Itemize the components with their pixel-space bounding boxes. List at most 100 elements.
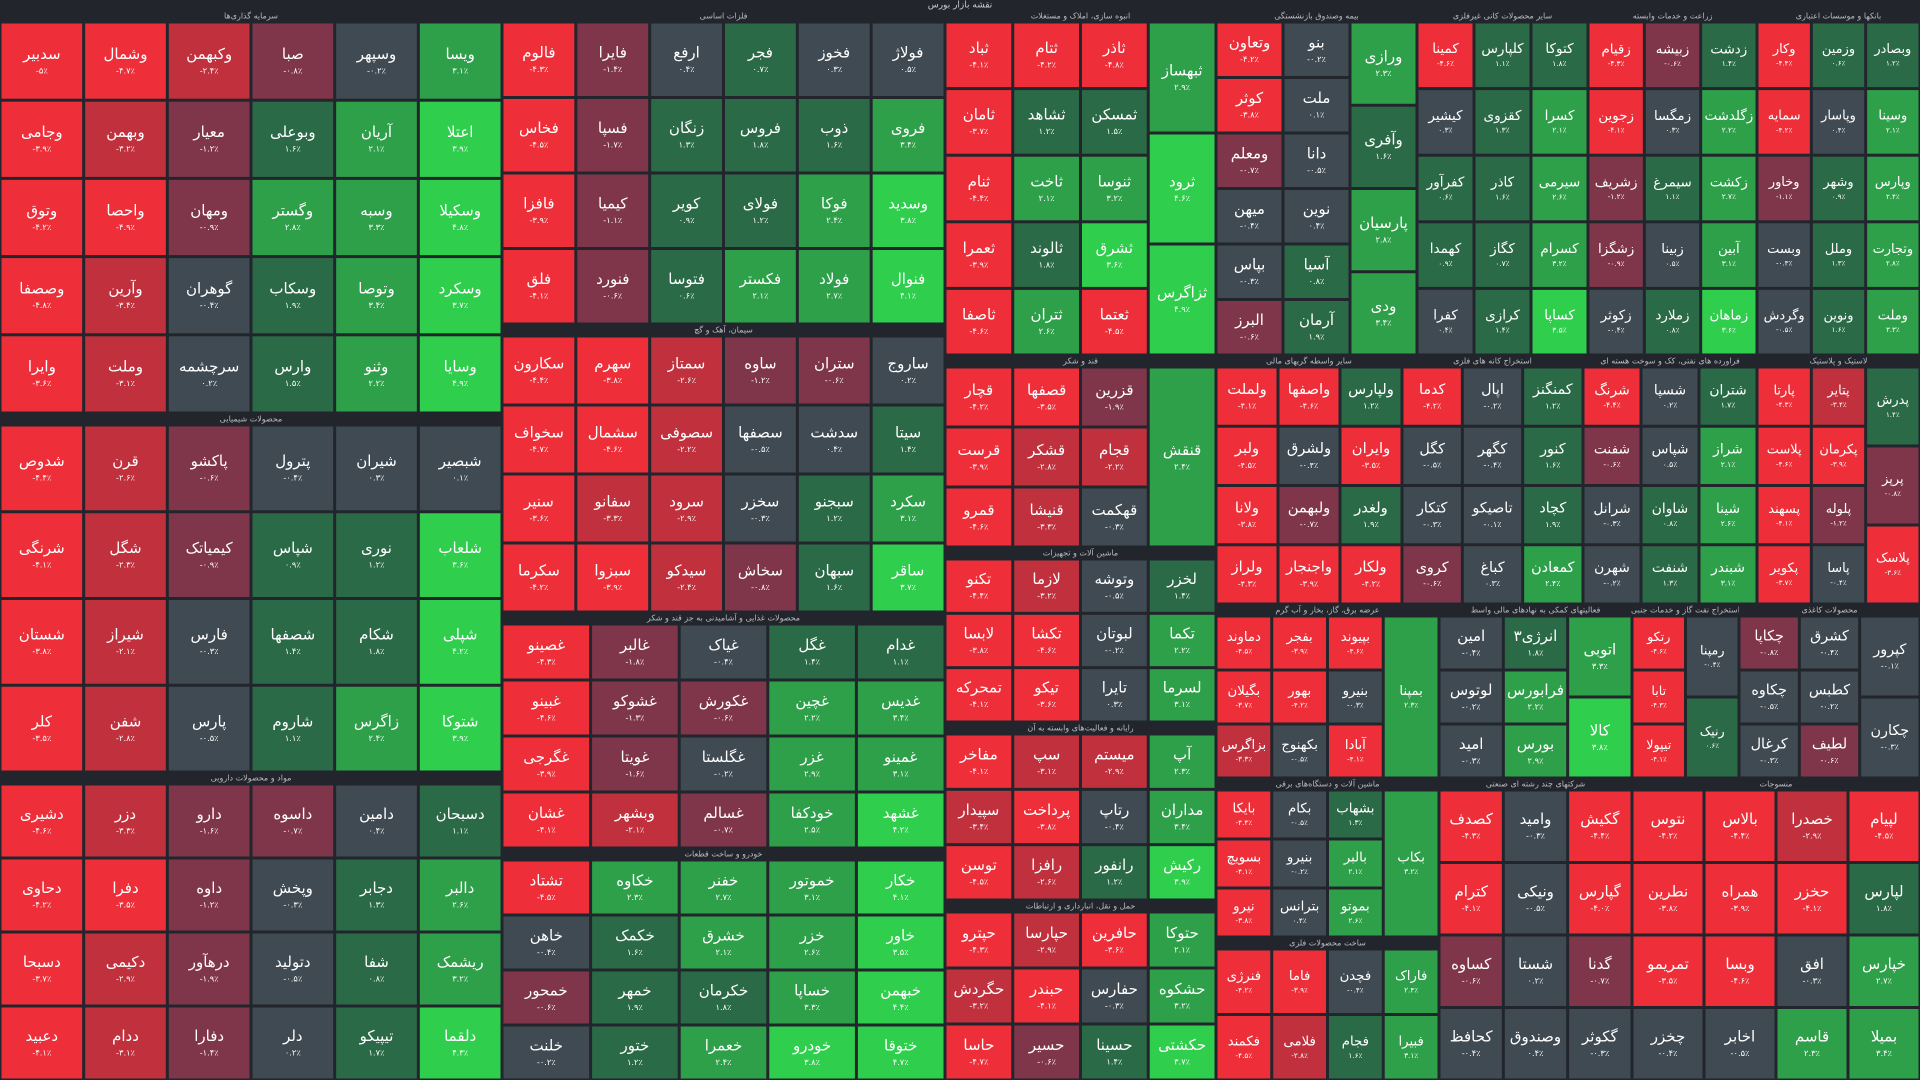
stock-symbol: بترانس [1280, 900, 1319, 915]
stock-symbol: بنیرو [1342, 684, 1368, 699]
stock-symbol: بکهنوج [1281, 738, 1318, 753]
stock-symbol: ثتران [1031, 305, 1063, 323]
stock-change: ۲.۶٪ [1039, 326, 1055, 336]
stock-symbol: وصندوق [1510, 1028, 1561, 1046]
stock-change: ۱.۶٪ [1376, 151, 1392, 161]
stock-change: -۰.۳٪ [1760, 756, 1778, 765]
stock-tile [856, 736, 946, 792]
stock-tile [767, 1025, 857, 1080]
stock-symbol: وایرا [28, 358, 56, 376]
group-name: محصولات غذایی و آشامیدنی به جز قند و شکر [646, 613, 800, 623]
stock-change: -۰.۴٪ [1483, 461, 1501, 470]
stock-tile [1271, 888, 1328, 937]
stock-tile [1739, 670, 1800, 724]
stock-change: -۰.۴٪ [1659, 1048, 1678, 1058]
stock-symbol: سبجنو [814, 492, 854, 510]
stock-symbol: ثزاگرس [1157, 283, 1207, 301]
stock-tile [334, 932, 419, 1006]
stock-change: -۴.۷٪ [969, 1056, 988, 1066]
stock-change: -۱.۴٪ [603, 64, 622, 74]
stock-symbol: شتران [1709, 382, 1746, 398]
stock-symbol: دارو [195, 805, 221, 823]
stock-change: -۰.۷٪ [283, 825, 302, 835]
stock-tile [1417, 88, 1474, 156]
stock-symbol: وبصادر [1873, 42, 1911, 57]
stock-tile [1216, 22, 1283, 78]
stock-change: -۳.۲٪ [1037, 590, 1056, 600]
stock-change: -۳.۸٪ [969, 645, 988, 655]
stock-tile [945, 22, 1013, 89]
stock-tile [1474, 288, 1531, 355]
stock-symbol: شپاس [1652, 442, 1689, 458]
stock-symbol: آسیا [1304, 256, 1331, 274]
stock-tile [590, 792, 680, 848]
stock-tile [1278, 367, 1340, 427]
stock-change: ۱.۶٪ [1545, 461, 1560, 470]
stock-symbol: زمگسا [1654, 107, 1691, 124]
stock-tile [1531, 221, 1588, 289]
stock-symbol: خودکفا [791, 804, 834, 822]
stock-change: -۴.۳٪ [969, 944, 988, 954]
stock-change: -۰.۵٪ [1105, 590, 1124, 600]
stock-change: ۰.۶٪ [1832, 59, 1846, 68]
stock-symbol: سیرمی [1539, 174, 1581, 190]
stock-symbol: پلاست [1767, 443, 1802, 458]
stock-change: ۱.۲٪ [1545, 401, 1560, 410]
stock-symbol: انرژی۳ [1514, 627, 1558, 645]
stock-symbol: وتعاون [1229, 34, 1270, 52]
group-name: محصولات شیمیایی [220, 415, 283, 424]
stock-change: -۴.۲٪ [1236, 985, 1253, 994]
stock-change: -۰.۶٪ [1462, 976, 1481, 986]
stock-symbol: کگاز [1489, 240, 1515, 257]
stock-change: -۴.۲٪ [969, 401, 988, 411]
stock-symbol: وسپهر [356, 45, 397, 64]
stock-change: -۲.۹٪ [677, 513, 696, 523]
stock-tile [1588, 288, 1645, 355]
stock-symbol: ثشرق [1096, 239, 1133, 257]
stock-change: -۳.۵٪ [116, 899, 135, 909]
stock-change: ۲.۲٪ [1722, 126, 1736, 135]
stock-change: -۳.۹٪ [1731, 903, 1750, 913]
stock-change: ۱.۳٪ [1663, 578, 1678, 587]
stock-tile [1632, 790, 1704, 863]
group-name: استخراج کانه های فلزی [1453, 357, 1532, 366]
stock-tile [167, 22, 251, 101]
stock-change: ۳.۴٪ [369, 300, 385, 310]
stock-tile [945, 487, 1013, 547]
stock-change: ۰.۴٪ [1832, 125, 1846, 134]
stock-tile [1012, 968, 1081, 1024]
stock-tile [871, 336, 946, 405]
stock-symbol: سدبیر [22, 45, 60, 63]
stock-symbol: شبندر [1710, 560, 1745, 576]
stock-change: -۰.۷٪ [1300, 519, 1319, 529]
stock-tile [797, 543, 872, 612]
stock-symbol: لخزر [1166, 570, 1197, 588]
stock-tile [1739, 724, 1800, 778]
stock-change: -۳.۴٪ [116, 300, 135, 310]
stock-symbol: آبادا [1345, 736, 1367, 753]
stock-change: -۴.۱٪ [32, 1047, 51, 1057]
stock-change: -۵٪ [36, 65, 48, 75]
stock-tile [1439, 790, 1504, 863]
stock-symbol: کطبس [1809, 683, 1850, 699]
stock-tile [251, 425, 335, 512]
stock-change: -۴.۴٪ [1236, 818, 1253, 827]
stock-tile [1278, 426, 1340, 486]
stock-symbol: فافزا [523, 195, 554, 213]
stock-symbol: فنرژی [1227, 969, 1261, 984]
stock-tile [1327, 839, 1384, 888]
stock-tile [1641, 426, 1699, 486]
stock-symbol: چکارن [1870, 723, 1909, 739]
stock-symbol: زقیام [1602, 42, 1631, 57]
stock-symbol: گدنا [1588, 955, 1613, 973]
stock-change: -۰.۶٪ [1664, 59, 1681, 68]
stock-symbol: شاوان [1652, 501, 1688, 517]
stock-change: ۰.۳٪ [369, 473, 385, 483]
stock-change: -۳.۸٪ [603, 375, 622, 385]
stock-symbol: توسن [961, 856, 997, 874]
stock-symbol: کلر [31, 712, 53, 730]
stock-tile [649, 173, 724, 249]
stock-symbol: خفنر [708, 871, 739, 889]
stock-change: -۱.۹٪ [1105, 401, 1124, 411]
